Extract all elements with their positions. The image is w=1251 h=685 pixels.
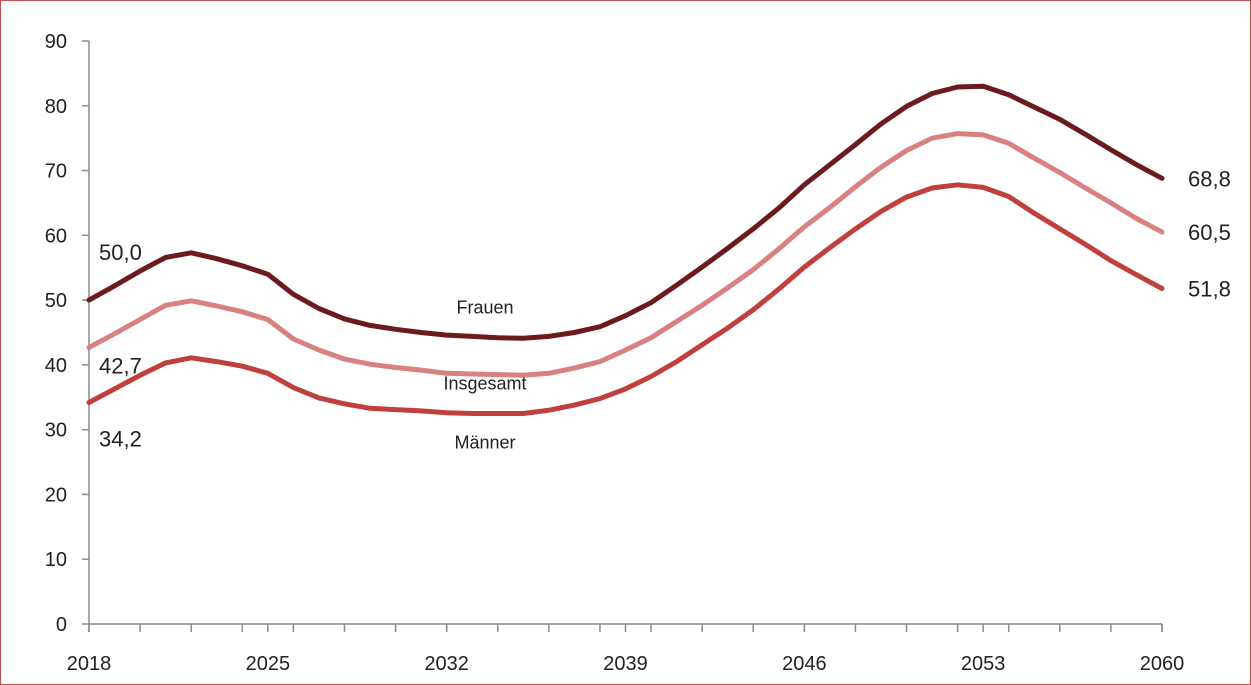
end-value-label: 60,5 [1188,220,1231,245]
series-name-label: Männer [454,432,515,452]
series-name-label: Frauen [456,298,513,318]
start-value-label: 42,7 [99,353,142,378]
x-tick-label: 2032 [424,653,469,675]
series-line-insgesamt [86,131,1165,378]
y-tick-label: 0 [56,614,67,636]
series-line-männer [86,182,1165,416]
axes: 0 10 20 30 40 50 60 70 80 90 2018 2025 2032 2039 2046 2… [45,31,1185,675]
y-tick-label: 60 [45,225,67,247]
y-tick-label: 10 [45,549,67,571]
y-tick-label: 30 [45,420,67,442]
series-labels: 50,0 68,8 Frauen 42,7 60,5 Insgesamt 34,2 51,8 M… [99,166,1231,452]
y-tick-label: 50 [45,290,67,312]
end-value-label: 51,8 [1188,276,1231,301]
start-value-label: 34,2 [99,426,142,451]
y-tick-label: 40 [45,355,67,377]
end-value-label: 68,8 [1188,166,1231,191]
start-value-label: 50,0 [99,240,142,265]
x-tick-label: 2039 [603,653,648,675]
x-tick-label: 2025 [246,653,291,675]
x-tick-label: 2060 [1140,653,1185,675]
x-tick-label: 2053 [961,653,1006,675]
x-tick-label: 2018 [67,653,112,675]
y-tick-label: 80 [45,96,67,118]
series-name-label: Insgesamt [443,374,526,394]
y-tick-label: 20 [45,484,67,506]
x-tick-label: 2046 [782,653,827,675]
series-line-frauen [86,83,1165,341]
y-tick-label: 90 [45,31,67,53]
y-tick-label: 70 [45,161,67,183]
series-lines [86,83,1165,416]
